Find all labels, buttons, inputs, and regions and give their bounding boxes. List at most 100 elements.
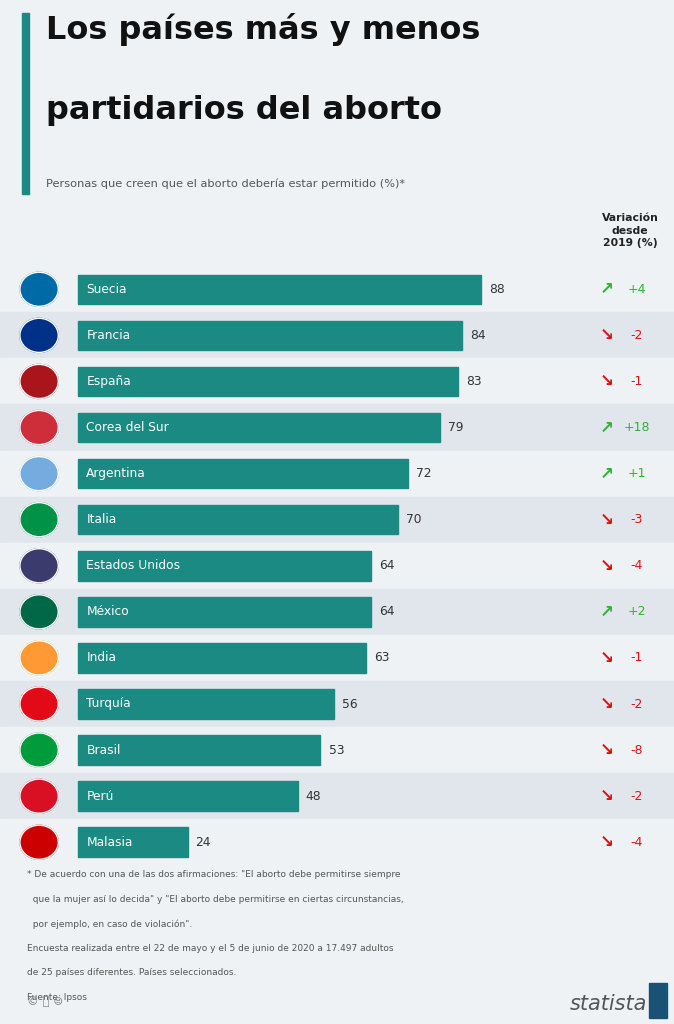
Text: ↗: ↗ — [600, 465, 614, 482]
Text: -2: -2 — [631, 329, 643, 342]
Bar — [78, 689, 334, 719]
Text: 24: 24 — [195, 836, 211, 849]
Bar — [78, 367, 458, 396]
Bar — [78, 413, 439, 442]
Text: India: India — [86, 651, 117, 665]
Text: 72: 72 — [416, 467, 431, 480]
Text: Argentina: Argentina — [86, 467, 146, 480]
Text: Encuesta realizada entre el 22 de mayo y el 5 de junio de 2020 a 17.497 adultos: Encuesta realizada entre el 22 de mayo y… — [27, 944, 394, 953]
Bar — [0, 312, 674, 358]
Text: España: España — [86, 375, 131, 388]
Circle shape — [20, 825, 58, 859]
Bar — [0, 819, 674, 865]
Bar — [78, 459, 408, 488]
Circle shape — [20, 503, 58, 537]
Bar — [0, 589, 674, 635]
Circle shape — [20, 549, 58, 583]
Text: ↗: ↗ — [600, 281, 614, 298]
Bar — [0, 727, 674, 773]
Text: 84: 84 — [470, 329, 486, 342]
Text: -3: -3 — [631, 513, 643, 526]
Text: Corea del Sur: Corea del Sur — [86, 421, 169, 434]
Bar — [0, 681, 674, 727]
Bar — [0, 358, 674, 404]
Text: Brasil: Brasil — [86, 743, 121, 757]
Circle shape — [20, 411, 58, 444]
Text: -1: -1 — [631, 375, 643, 388]
Text: Personas que creen que el aborto debería estar permitido (%)*: Personas que creen que el aborto debería… — [46, 179, 405, 189]
Text: Suecia: Suecia — [86, 283, 127, 296]
Text: 83: 83 — [466, 375, 482, 388]
Circle shape — [20, 272, 58, 306]
Bar — [0, 266, 674, 312]
Text: 79: 79 — [448, 421, 463, 434]
Bar — [78, 505, 398, 535]
Text: * De acuerdo con una de las dos afirmaciones: "El aborto debe permitirse siempre: * De acuerdo con una de las dos afirmaci… — [27, 870, 400, 879]
Text: de 25 países diferentes. Países seleccionados.: de 25 países diferentes. Países seleccio… — [27, 969, 237, 978]
Text: ↘: ↘ — [600, 557, 614, 574]
Text: -1: -1 — [631, 651, 643, 665]
Bar — [0, 773, 674, 819]
Text: -4: -4 — [631, 836, 643, 849]
Bar — [78, 643, 366, 673]
Circle shape — [20, 641, 58, 675]
Text: 64: 64 — [379, 559, 394, 572]
Bar — [0, 543, 674, 589]
Text: Perú: Perú — [86, 790, 114, 803]
Text: Malasia: Malasia — [86, 836, 133, 849]
Text: Italia: Italia — [86, 513, 117, 526]
Text: ↘: ↘ — [600, 373, 614, 390]
Text: que la mujer así lo decida" y "El aborto debe permitirse en ciertas circunstanci: que la mujer así lo decida" y "El aborto… — [27, 895, 404, 903]
Text: 48: 48 — [305, 790, 321, 803]
Bar — [78, 321, 462, 350]
Text: © ⓘ ⊜: © ⓘ ⊜ — [27, 995, 63, 1008]
Text: Variación
desde
2019 (%): Variación desde 2019 (%) — [602, 213, 658, 249]
Text: 88: 88 — [489, 283, 505, 296]
Text: ↘: ↘ — [600, 511, 614, 528]
Text: 56: 56 — [342, 697, 358, 711]
Text: Los países más y menos: Los países más y menos — [46, 13, 480, 46]
Bar — [0, 635, 674, 681]
Text: ↘: ↘ — [600, 741, 614, 759]
Bar — [78, 735, 320, 765]
Bar — [78, 274, 481, 304]
Text: Francia: Francia — [86, 329, 130, 342]
Circle shape — [20, 687, 58, 721]
Text: 53: 53 — [328, 743, 344, 757]
Text: México: México — [86, 605, 129, 618]
Text: 70: 70 — [406, 513, 422, 526]
Text: ↘: ↘ — [600, 327, 614, 344]
Text: 64: 64 — [379, 605, 394, 618]
Bar — [649, 983, 667, 1018]
Text: ↘: ↘ — [600, 649, 614, 667]
Text: +18: +18 — [623, 421, 650, 434]
Text: -2: -2 — [631, 790, 643, 803]
Circle shape — [20, 457, 58, 490]
Text: ↗: ↗ — [600, 419, 614, 436]
Bar — [0, 497, 674, 543]
Text: +4: +4 — [627, 283, 646, 296]
Circle shape — [20, 733, 58, 767]
Text: partidarios del aborto: partidarios del aborto — [46, 95, 442, 126]
Text: 63: 63 — [374, 651, 390, 665]
Circle shape — [20, 779, 58, 813]
Bar — [78, 597, 371, 627]
Text: Estados Unidos: Estados Unidos — [86, 559, 181, 572]
Text: +2: +2 — [627, 605, 646, 618]
Text: +1: +1 — [627, 467, 646, 480]
Bar — [78, 551, 371, 581]
Text: statista: statista — [570, 994, 647, 1015]
Text: -2: -2 — [631, 697, 643, 711]
Text: ↘: ↘ — [600, 695, 614, 713]
Bar — [0, 404, 674, 451]
Bar — [22, 13, 29, 194]
Bar — [78, 827, 187, 857]
Text: ↘: ↘ — [600, 787, 614, 805]
Text: -8: -8 — [631, 743, 643, 757]
Bar — [0, 451, 674, 497]
Text: -4: -4 — [631, 559, 643, 572]
Text: ↘: ↘ — [600, 834, 614, 851]
Text: por ejemplo, en caso de violación".: por ejemplo, en caso de violación". — [27, 920, 192, 929]
Circle shape — [20, 595, 58, 629]
Circle shape — [20, 318, 58, 352]
